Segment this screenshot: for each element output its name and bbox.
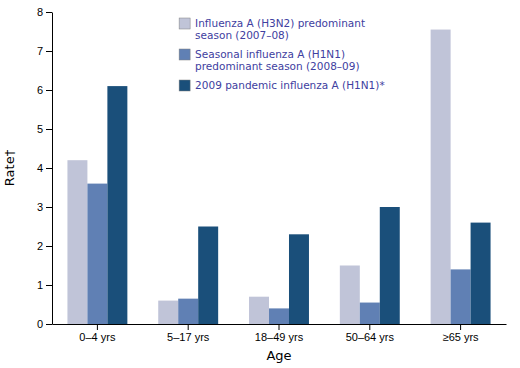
x-tick-mark [97, 324, 98, 330]
y-tick-label: 6 [37, 84, 43, 96]
y-tick-label: 7 [37, 45, 43, 57]
x-axis-title: Age [266, 348, 291, 363]
y-tick-label: 4 [37, 162, 43, 174]
plot: 0–4 yrs 5–17 yrs 18–49 yrs 50–64 yrs ≥65 yrs… [37, 6, 507, 343]
legend-item: Influenza A (H3N2) predominantseason (20… [179, 17, 365, 41]
bar [178, 299, 198, 324]
y-tick-label: 0 [37, 318, 43, 330]
bar-series [107, 86, 490, 324]
legend-item: 2009 pandemic influenza A (H1N1)* [179, 79, 385, 91]
legend-swatch [179, 80, 190, 91]
x-tick-mark [369, 324, 370, 330]
y-tick-mark [46, 324, 52, 325]
bar [380, 207, 400, 324]
y-tick-mark [46, 207, 52, 208]
legend-swatch [179, 18, 190, 29]
bar [340, 266, 360, 325]
bar [249, 297, 269, 324]
x-tick: 5–17 yrs [167, 324, 210, 343]
x-tick-mark [279, 324, 280, 330]
legend: Influenza A (H3N2) predominantseason (20… [179, 17, 385, 91]
y-axis-line [52, 13, 53, 325]
x-tick-label: 18–49 yrs [255, 331, 304, 343]
y-tick-mark [46, 51, 52, 52]
bar [289, 234, 309, 324]
bar [360, 303, 380, 324]
y-tick: 6 [37, 84, 52, 96]
x-tick-mark [460, 324, 461, 330]
y-axis: 0 1 2 3 4 5 6 7 8 [37, 6, 53, 330]
y-tick-label: 5 [37, 123, 43, 135]
x-tick: 50–64 yrs [346, 324, 395, 343]
legend-label-line: predominant season (2008–09) [195, 60, 359, 72]
legend-swatch [179, 49, 190, 60]
chart-svg: 0–4 yrs 5–17 yrs 18–49 yrs 50–64 yrs ≥65 yrs… [0, 0, 520, 368]
y-tick-mark [46, 90, 52, 91]
y-tick-label: 8 [37, 6, 43, 18]
chart-container: 0–4 yrs 5–17 yrs 18–49 yrs 50–64 yrs ≥65 yrs… [0, 0, 520, 368]
bar [471, 223, 491, 324]
bar [67, 160, 87, 324]
bars [67, 30, 490, 324]
y-tick-mark [46, 12, 52, 13]
legend-label-line: season (2007–08) [195, 29, 289, 41]
y-axis-title: Rate† [2, 149, 17, 186]
legend-item: Seasonal influenza A (H1N1)predominant s… [179, 48, 359, 72]
x-tick-label: 0–4 yrs [79, 331, 116, 343]
x-tick: 0–4 yrs [79, 324, 116, 343]
x-tick-label: 50–64 yrs [346, 331, 395, 343]
x-tick-label: ≥65 yrs [443, 331, 479, 343]
bar [87, 184, 107, 324]
bar-series [67, 30, 450, 324]
legend-label-line: Influenza A (H3N2) predominant [195, 17, 365, 29]
y-tick: 4 [37, 162, 52, 174]
x-tick-label: 5–17 yrs [167, 331, 210, 343]
x-tick: ≥65 yrs [443, 324, 479, 343]
legend-label: 2009 pandemic influenza A (H1N1)* [195, 79, 385, 91]
y-tick-mark [46, 246, 52, 247]
x-axis: 0–4 yrs 5–17 yrs 18–49 yrs 50–64 yrs ≥65 yrs [53, 324, 507, 343]
y-tick-label: 1 [37, 279, 43, 291]
legend-label: Influenza A (H3N2) predominantseason (20… [195, 17, 365, 41]
y-tick: 7 [37, 45, 52, 57]
y-tick: 5 [37, 123, 52, 135]
y-tick: 1 [37, 279, 52, 291]
legend-label-line: Seasonal influenza A (H1N1) [195, 48, 345, 60]
y-tick: 2 [37, 240, 52, 252]
bar [269, 308, 289, 324]
y-tick-label: 3 [37, 201, 43, 213]
y-tick-mark [46, 129, 52, 130]
x-tick: 18–49 yrs [255, 324, 304, 343]
legend-label: Seasonal influenza A (H1N1)predominant s… [195, 48, 359, 72]
bar [107, 86, 127, 324]
bar [451, 269, 471, 324]
bar [158, 301, 178, 324]
y-tick: 3 [37, 201, 52, 213]
y-tick-label: 2 [37, 240, 43, 252]
x-tick-mark [188, 324, 189, 330]
y-tick-mark [46, 168, 52, 169]
y-tick-mark [46, 285, 52, 286]
bar [198, 227, 218, 325]
bar-series [87, 184, 470, 324]
y-tick: 0 [37, 318, 52, 330]
y-tick: 8 [37, 6, 52, 18]
legend-label-line: 2009 pandemic influenza A (H1N1)* [195, 79, 385, 91]
bar [431, 30, 451, 324]
